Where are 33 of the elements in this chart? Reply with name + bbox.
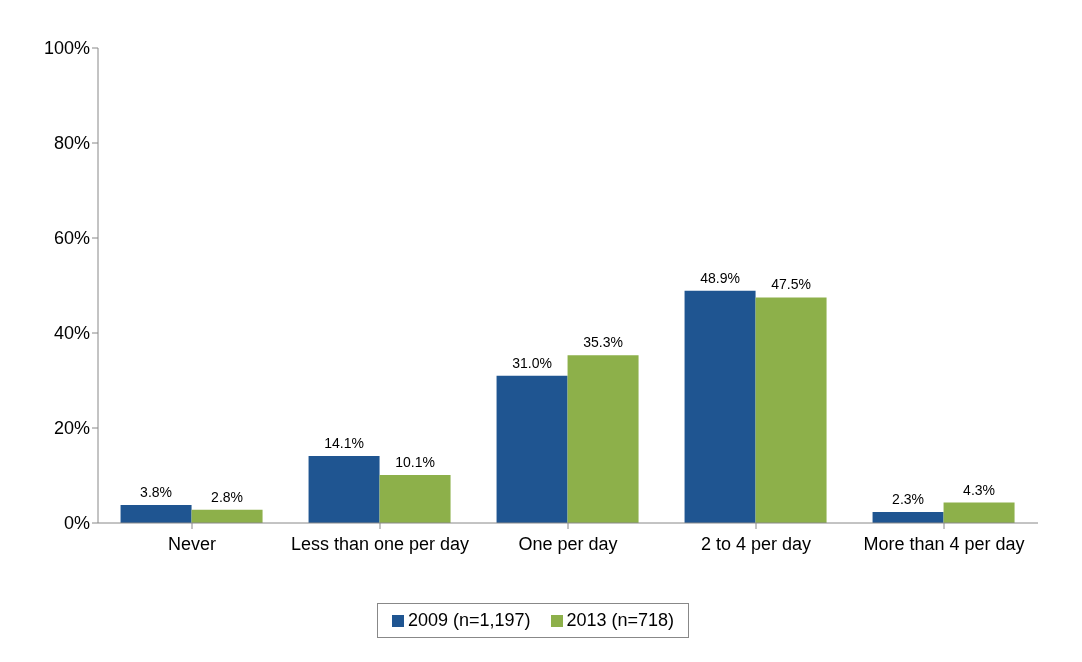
data-label: 2.8% — [211, 488, 244, 505]
bar — [872, 512, 944, 523]
bar — [308, 456, 380, 523]
y-tick-label: 0% — [63, 513, 90, 534]
y-tick-label: 40% — [53, 323, 90, 344]
data-label: 2.3% — [892, 491, 925, 508]
data-label: 4.3% — [963, 481, 996, 498]
legend-label: 2013 (n=718) — [565, 610, 675, 631]
bar — [379, 475, 451, 523]
data-label: 47.5% — [771, 276, 811, 293]
x-tick-label: Less than one per day — [290, 533, 470, 554]
x-tick-label: More than 4 per day — [863, 533, 1025, 554]
data-label: 48.9% — [700, 269, 740, 286]
data-label: 31.0% — [512, 354, 552, 371]
bar — [567, 355, 639, 523]
bar — [191, 509, 263, 523]
y-tick-label: 100% — [43, 38, 90, 59]
x-tick-label: 2 to 4 per day — [700, 533, 812, 554]
data-label: 3.8% — [140, 483, 173, 500]
bar — [684, 290, 756, 523]
data-label: 14.1% — [324, 435, 364, 452]
bar — [755, 297, 827, 523]
y-tick-label: 20% — [53, 418, 90, 439]
x-tick-label: Never — [167, 533, 217, 554]
legend-label: 2009 (n=1,197) — [406, 610, 531, 631]
y-tick-label: 80% — [53, 133, 90, 154]
data-label: 35.3% — [583, 334, 623, 351]
bar — [496, 375, 568, 523]
data-label: 10.1% — [395, 454, 435, 471]
bar — [943, 502, 1015, 523]
y-tick-label: 60% — [53, 228, 90, 249]
bar — [120, 504, 192, 523]
x-tick-label: One per day — [518, 533, 618, 554]
